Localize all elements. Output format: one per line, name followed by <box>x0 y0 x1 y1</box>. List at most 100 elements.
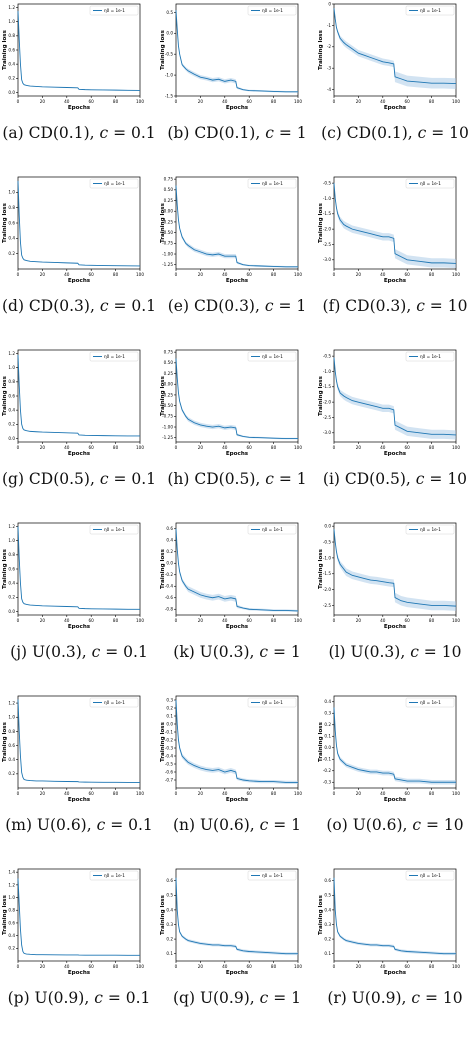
x-tick-label: 100 <box>452 272 460 277</box>
plot-frame <box>17 695 141 789</box>
x-tick-label: 100 <box>136 445 144 450</box>
y-axis-label: Training loss <box>2 375 8 416</box>
x-tick-label: 20 <box>198 272 204 277</box>
y-tick-label: -1.0 <box>323 555 332 560</box>
x-tick-label: 40 <box>380 964 386 969</box>
y-tick-label: 0 <box>328 1 331 6</box>
legend-box <box>405 524 455 535</box>
x-tick-label: 40 <box>380 791 386 796</box>
y-axis-label: Training loss <box>2 894 8 935</box>
caption-text: (b) CD(0.1), <box>167 124 266 142</box>
y-tick-label: 1.0 <box>8 19 15 24</box>
caption-variable: c <box>265 124 274 142</box>
x-tick-label: 60 <box>247 791 253 796</box>
x-tick-label: 100 <box>136 791 144 796</box>
plot-frame <box>175 868 299 962</box>
plot-frame <box>175 695 299 789</box>
x-tick-label: 20 <box>356 445 362 450</box>
y-tick-label: -2.0 <box>323 400 332 405</box>
x-tick-label: 0 <box>333 272 336 277</box>
chart-svg: 0 20 40 60 80 100 -0.5 -1.0 -1.5 -2.0 -2.5 -3.0 Epoc… <box>318 176 460 284</box>
subfigure-caption: (j) U(0.3), c = 0.1 <box>0 643 158 661</box>
y-tick-label: -0.6 <box>165 769 174 774</box>
plot-frame <box>17 349 141 443</box>
y-tick-label: 0.0 <box>8 90 15 95</box>
x-tick-label: 60 <box>405 99 411 104</box>
caption-value: = 10 <box>421 816 464 834</box>
caption-variable: c <box>259 643 269 661</box>
legend-box <box>405 178 455 189</box>
x-tick-label: 20 <box>40 272 46 277</box>
y-tick-label: 0.8 <box>8 33 15 38</box>
loss-line <box>333 707 456 783</box>
caption-variable: c <box>94 989 103 1007</box>
x-tick-label: 100 <box>452 445 460 450</box>
chart-svg: 0 20 40 60 80 100 0.0 0.2 0.4 0.6 0.8 1.0 1.2 Epochs T… <box>2 522 144 630</box>
legend: η0 = 1e-1 <box>405 870 455 881</box>
plot-frame <box>333 868 457 962</box>
legend-label: η0 = 1e-1 <box>104 354 125 359</box>
y-tick-label: 1.4 <box>8 870 15 875</box>
y-tick-label: 1.0 <box>8 190 15 195</box>
caption-variable: c <box>91 643 101 661</box>
chart-svg: 0 20 40 60 80 100 0.6 0.4 0.2 0.0 -0.2 -0.4 -0.6 -0.8… <box>160 522 302 630</box>
x-tick-label: 80 <box>271 964 277 969</box>
legend-box <box>405 351 455 362</box>
y-tick-label: -3.0 <box>323 257 332 262</box>
y-tick-label: 1.0 <box>8 365 15 370</box>
x-tick-label: 0 <box>17 791 20 796</box>
y-tick-label: 0.25 <box>164 198 174 203</box>
y-tick-label: 0.6 <box>324 878 331 883</box>
y-tick-label: 0.4 <box>166 907 173 912</box>
loss-line <box>333 877 456 955</box>
x-axis-label: Epochs <box>68 970 91 976</box>
y-tick-label: -1.0 <box>323 196 332 201</box>
legend-box <box>247 351 297 362</box>
caption-value: = 0.1 <box>100 643 148 661</box>
y-axis-label: Training loss <box>160 548 166 589</box>
chart-svg: 0 20 40 60 80 100 0.75 0.50 0.25 0.00 -0.25 -0.50 -0… <box>160 177 302 284</box>
caption-text: (g) CD(0.5), <box>1 470 100 488</box>
legend-box <box>247 870 297 881</box>
x-tick-label: 20 <box>198 445 204 450</box>
y-tick-label: 0.5 <box>324 893 331 898</box>
legend-label: η0 = 1e-1 <box>262 354 283 359</box>
y-tick-label: 0.3 <box>324 922 331 927</box>
plot-frame <box>17 176 141 270</box>
x-tick-label: 40 <box>64 618 70 623</box>
x-tick-label: 60 <box>405 272 411 277</box>
x-tick-label: 40 <box>380 445 386 450</box>
y-tick-label: 0.1 <box>324 951 331 956</box>
y-tick-label: 0.0 <box>166 561 173 566</box>
chart-panel: 0 20 40 60 80 100 0.6 0.5 0.4 0.3 0.2 0.1 Epochs Trai… <box>158 865 316 1038</box>
x-tick-label: 100 <box>294 99 302 104</box>
plot-frame <box>333 3 457 97</box>
x-tick-label: 100 <box>294 272 302 277</box>
plot-frame <box>17 3 141 97</box>
x-tick-label: 0 <box>17 272 20 277</box>
x-tick-label: 80 <box>429 99 435 104</box>
subfigure-caption: (e) CD(0.3), c = 1 <box>158 297 316 315</box>
legend-label: η0 = 1e-1 <box>420 873 441 878</box>
x-axis-label: Epochs <box>68 105 91 111</box>
subfigure-caption: (l) U(0.3), c = 10 <box>316 643 474 661</box>
y-tick-label: -0.2 <box>165 737 174 742</box>
y-tick-label: -2 <box>327 44 332 49</box>
caption-text: (k) U(0.3), <box>173 643 260 661</box>
chart-svg: 0 20 40 60 80 100 0.0 0.2 0.4 0.6 0.8 1.0 1.2 Epochs T… <box>2 3 144 111</box>
variance-band <box>176 697 298 784</box>
x-axis-label: Epochs <box>226 624 249 630</box>
y-tick-label: 1.0 <box>8 895 15 900</box>
x-tick-label: 20 <box>356 99 362 104</box>
variance-band <box>18 877 140 956</box>
variance-band <box>176 357 298 440</box>
caption-value: = 10 <box>420 989 463 1007</box>
x-tick-label: 20 <box>356 791 362 796</box>
y-tick-label: 0.75 <box>164 177 174 182</box>
x-tick-label: 80 <box>271 618 277 623</box>
x-tick-label: 0 <box>17 445 20 450</box>
chart-panel: 0 20 40 60 80 100 0.5 0.0 -0.5 -1.0 -1.5 Epochs Trai… <box>158 0 316 173</box>
y-tick-label: 0.6 <box>8 220 15 225</box>
caption-value: = 1 <box>273 470 307 488</box>
